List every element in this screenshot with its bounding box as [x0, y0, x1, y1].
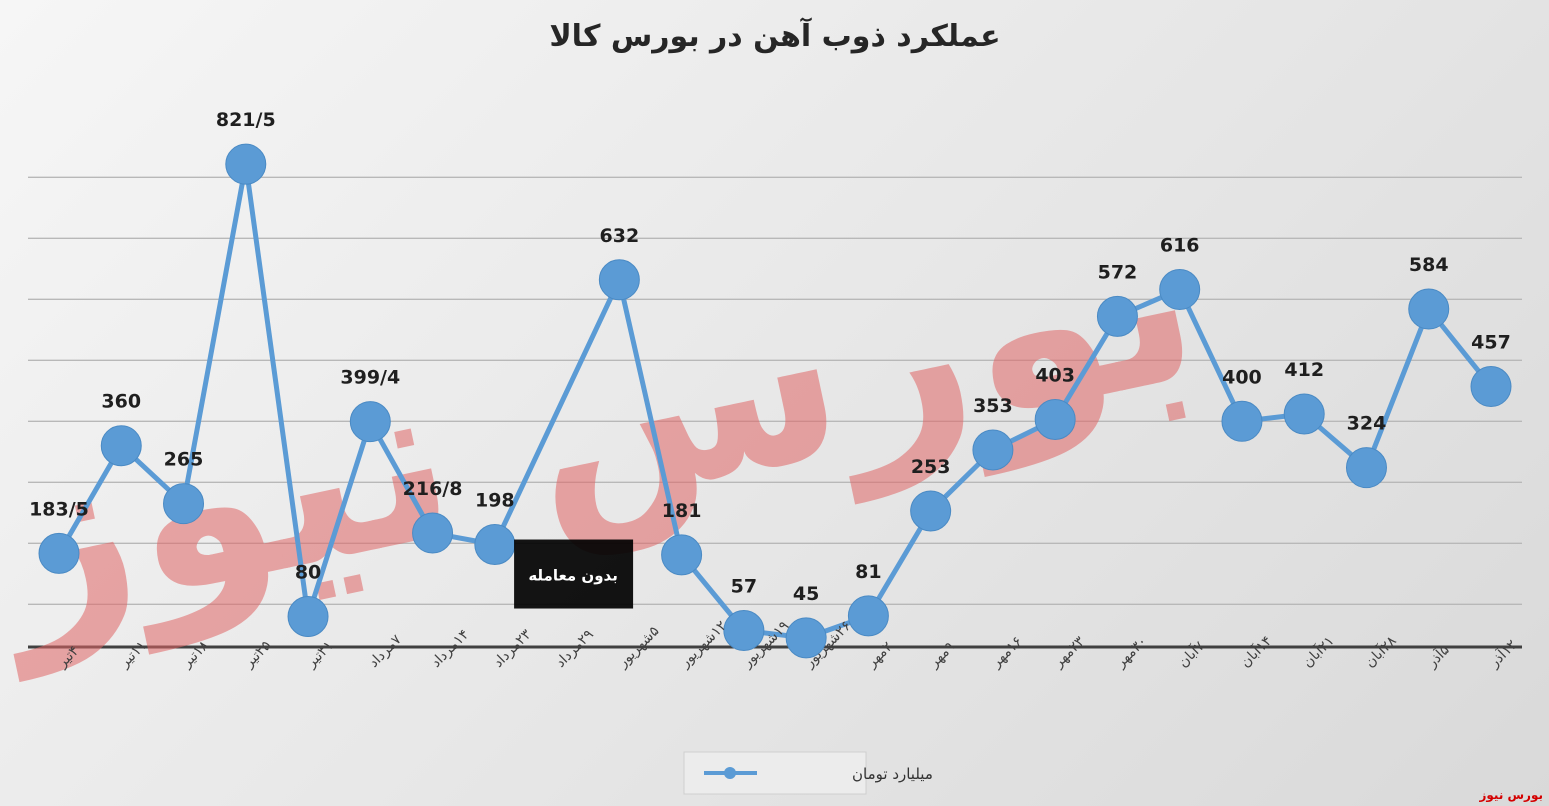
data-point — [598, 259, 640, 301]
data-point — [1096, 295, 1138, 337]
data-label: 412 — [1284, 359, 1324, 381]
data-label: 457 — [1471, 332, 1511, 354]
legend-marker-icon — [724, 767, 736, 779]
no-trade-annotation: بدون معامله — [514, 539, 634, 609]
data-point — [1159, 269, 1201, 311]
x-tick-label: ۳۱تیر — [303, 638, 337, 672]
data-label: 80 — [295, 562, 321, 584]
data-label: 584 — [1409, 254, 1449, 276]
data-label: 181 — [662, 500, 702, 522]
data-labels: 183/5 360 265 821/5 80 399/4 216/8 198 632 181 57 4… — [29, 109, 1511, 605]
data-label: 81 — [855, 561, 881, 583]
data-point — [225, 143, 267, 185]
data-point — [785, 617, 827, 659]
data-label: 360 — [101, 391, 141, 413]
data-label: 632 — [600, 225, 640, 247]
data-point — [38, 532, 80, 574]
x-tick-label: ۱۲آذر — [1485, 636, 1520, 671]
series-points — [38, 143, 1512, 659]
x-tick-label: ۳۰مهر — [1112, 634, 1150, 672]
x-tick-label: ۱۲شهریور — [676, 618, 730, 672]
data-label: 572 — [1098, 261, 1138, 283]
data-label: 183/5 — [29, 498, 89, 520]
data-label: 616 — [1160, 235, 1200, 257]
data-label: 400 — [1222, 366, 1262, 388]
data-label: 265 — [164, 449, 204, 471]
data-point — [847, 595, 889, 637]
data-label: 198 — [475, 490, 515, 512]
data-point — [723, 610, 765, 652]
chart-title: عملکرد ذوب آهن در بورس کالا — [549, 17, 1000, 54]
data-point — [163, 483, 205, 525]
x-tick-label: ۲۳مهر — [1050, 633, 1088, 671]
legend-label: میلیارد تومان — [852, 765, 933, 783]
data-point — [100, 425, 142, 467]
data-point — [349, 401, 391, 443]
x-tick-label: ۱۴مرداد — [428, 627, 472, 671]
legend: میلیارد تومان — [683, 751, 933, 795]
x-tick-label: ۱۶مهر — [988, 634, 1026, 672]
gridlines — [28, 176, 1522, 605]
x-tick-label: ۱۴آبان — [1237, 632, 1275, 670]
data-point — [1283, 393, 1325, 435]
x-tick-label: ۷آبان — [1175, 637, 1208, 670]
x-tick-label: ۲۵تیر — [241, 638, 275, 672]
data-label: 324 — [1347, 413, 1387, 435]
data-point — [412, 512, 454, 554]
data-label: 821/5 — [216, 109, 276, 131]
no-trade-box — [514, 539, 634, 609]
data-point — [910, 490, 952, 532]
data-label: 216/8 — [403, 478, 463, 500]
data-point — [1345, 447, 1387, 489]
x-tick-label: ۲۱آبان — [1299, 632, 1337, 670]
x-tick-label: ۲۹مرداد — [553, 627, 597, 671]
data-label: 403 — [1035, 364, 1075, 386]
data-label: 353 — [973, 395, 1013, 417]
x-tick-label: ۷مرداد — [366, 632, 405, 671]
credit-label: بورس نیوز — [1479, 788, 1543, 802]
data-label: 57 — [731, 576, 757, 598]
x-tick-label: ۲۸آبان — [1361, 632, 1400, 671]
no-trade-label: بدون معامله — [528, 567, 618, 585]
data-point — [474, 524, 516, 566]
data-point — [972, 429, 1014, 471]
data-point — [1470, 366, 1512, 408]
data-point — [661, 534, 703, 576]
data-point — [287, 596, 329, 637]
data-label: 399/4 — [340, 367, 400, 389]
data-point — [1408, 288, 1450, 330]
data-label: 253 — [911, 456, 951, 478]
data-label: 45 — [793, 583, 819, 605]
x-tick-label: ۹مهر — [925, 639, 958, 672]
x-tick-label: ۲مهر — [863, 639, 896, 672]
data-point — [1034, 398, 1076, 440]
x-tick-label: ۲۳مرداد — [490, 626, 535, 671]
data-point — [1221, 400, 1263, 442]
